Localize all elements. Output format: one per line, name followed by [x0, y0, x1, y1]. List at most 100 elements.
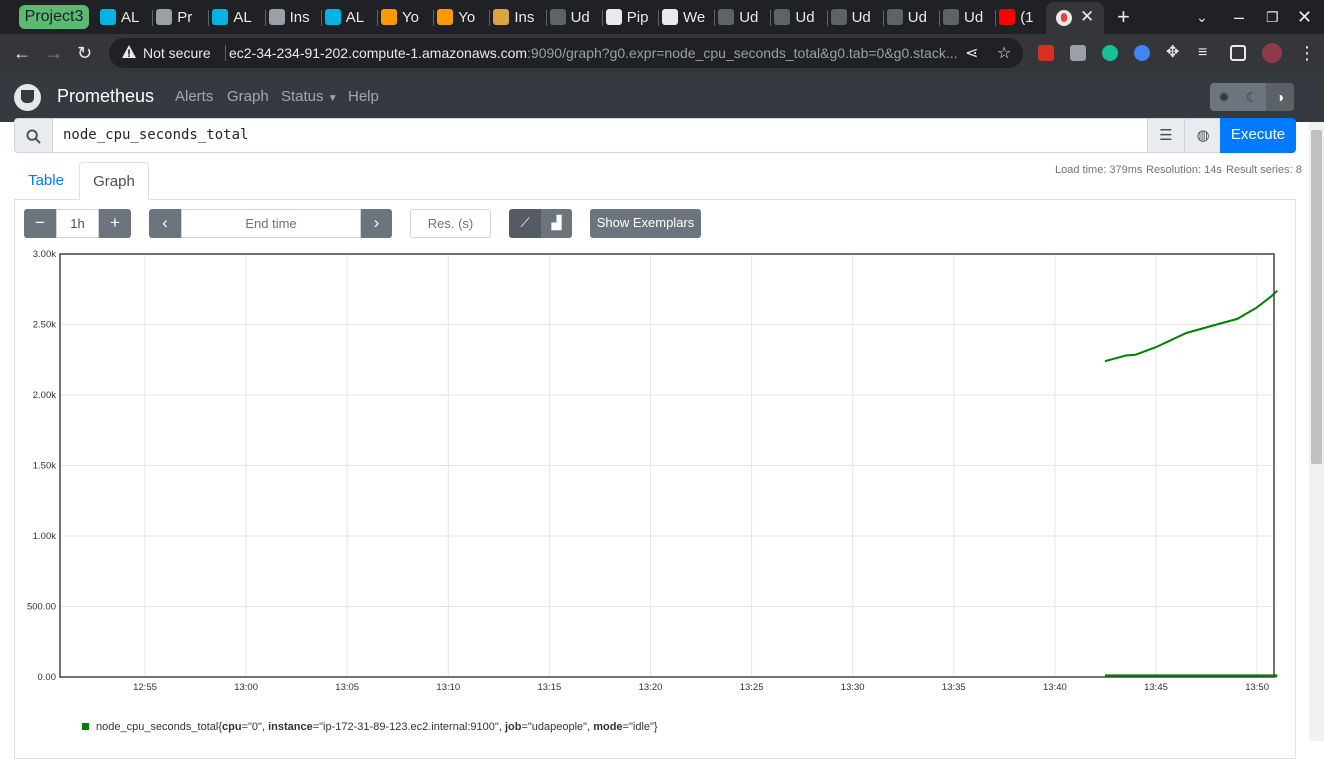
stacked-graph-icon[interactable]: ▟	[541, 209, 572, 238]
nav-alerts[interactable]: Alerts	[175, 88, 214, 105]
browser-tab[interactable]: (1	[999, 5, 1049, 29]
nav-status-label: Status	[281, 88, 324, 105]
tab-search-icon[interactable]: ⌄	[1196, 9, 1208, 25]
browser-tab-strip: Project3 AL Pr AL Ins AL Yo Yo Ins Ud Pip We Ud Ud Ud…	[0, 0, 1324, 34]
range-input[interactable]: 1h	[56, 209, 99, 238]
bookmark-star-icon[interactable]: ☆	[997, 45, 1012, 62]
show-exemplars-button[interactable]: Show Exemplars	[590, 209, 701, 238]
browser-tab[interactable]: Yo	[381, 5, 431, 29]
browser-tab[interactable]: Ud	[886, 5, 937, 29]
address-bar[interactable]: Not secure ec2-34-234-91-202.compute-1.a…	[109, 38, 1023, 68]
x-tick-label: 13:05	[335, 682, 359, 693]
close-tab-icon[interactable]: ✕	[1080, 7, 1095, 26]
end-time-input[interactable]: End time	[181, 209, 361, 238]
extension-grey-icon[interactable]	[1070, 45, 1086, 61]
y-tick-label: 1.50k	[33, 461, 56, 472]
graph-chart[interactable]: 0.00 500.00 1.00k 1.50k 2.00k 2.50k 3.00k 12:5…	[0, 240, 1300, 705]
prometheus-navbar: Prometheus Alerts Graph Status ▼ Help ✹ …	[0, 72, 1324, 122]
decrease-range-button[interactable]: −	[24, 209, 56, 238]
new-tab-icon[interactable]: +	[1117, 4, 1130, 29]
browser-tab-label: AL	[121, 8, 140, 26]
nav-status[interactable]: Status ▼	[281, 88, 338, 105]
expression-input[interactable]: node_cpu_seconds_total	[52, 118, 1148, 153]
resolution-input[interactable]: Res. (s)	[410, 209, 491, 238]
browser-tab-label: Yo	[402, 8, 419, 26]
y-tick-label: 2.50k	[33, 320, 56, 331]
execute-button[interactable]: Execute	[1220, 118, 1296, 153]
tab-table[interactable]: Table	[28, 172, 64, 189]
brand-title[interactable]: Prometheus	[57, 86, 155, 106]
active-browser-tab[interactable]: ✕	[1046, 2, 1104, 34]
share-icon[interactable]: ⋖	[965, 45, 979, 62]
browser-tab[interactable]: Ud	[549, 5, 600, 29]
tab-graph[interactable]: Graph	[79, 162, 149, 200]
forward-icon[interactable]: →	[45, 43, 63, 63]
browser-tab[interactable]: AL	[100, 5, 150, 29]
increase-range-button[interactable]: +	[99, 209, 131, 238]
legend-metric: node_cpu_seconds_total	[96, 721, 219, 733]
nav-help[interactable]: Help	[348, 88, 379, 105]
browser-tab[interactable]: Pr	[156, 5, 206, 29]
restore-icon[interactable]: ❐	[1266, 9, 1279, 25]
light-theme-icon[interactable]: ✹	[1218, 89, 1230, 105]
browser-tab[interactable]: AL	[324, 5, 375, 29]
reload-icon[interactable]: ↻	[77, 43, 93, 63]
extension-blue-icon[interactable]	[1134, 45, 1150, 61]
side-panel-icon[interactable]	[1230, 45, 1246, 61]
format-expression-icon[interactable]: ☰	[1148, 118, 1185, 153]
extensions-puzzle-icon[interactable]: ✥	[1166, 44, 1180, 61]
next-time-icon[interactable]: ›	[361, 209, 392, 238]
previous-time-icon[interactable]: ‹	[149, 209, 181, 238]
box-icon	[493, 9, 510, 25]
chart-grid	[60, 253, 1274, 678]
chart-frame	[59, 253, 1275, 678]
legend-label-value: "ip-172-31-89-123.ec2.internal:9100"	[319, 721, 499, 733]
x-tick-label: 13:45	[1144, 682, 1168, 693]
unstacked-graph-icon[interactable]: ⟋	[509, 209, 541, 238]
tab-group-label[interactable]: Project3	[19, 5, 89, 29]
browser-tab[interactable]: Ins	[268, 5, 319, 29]
url-text[interactable]: ec2-34-234-91-202.compute-1.amazonaws.co…	[229, 45, 959, 61]
tab-separator	[601, 10, 603, 26]
browser-tab[interactable]: Yo	[437, 5, 487, 29]
browser-tab-label: Pr	[177, 8, 193, 26]
search-icon	[26, 129, 41, 144]
legend-item[interactable]: node_cpu_seconds_total{cpu="0", instance…	[82, 721, 658, 733]
browser-tab-label: Ud	[739, 8, 759, 26]
legend-label-value: "udapeople"	[527, 721, 588, 733]
browser-tab[interactable]: Ud	[718, 5, 768, 29]
back-icon[interactable]: ←	[13, 43, 31, 63]
prometheus-logo-icon[interactable]	[14, 84, 41, 111]
youtube-icon	[999, 9, 1016, 25]
tab-separator	[264, 10, 266, 26]
reading-list-icon[interactable]: ≡	[1198, 44, 1208, 61]
result-series-stat: Result series: 8	[1226, 164, 1302, 176]
browser-tab[interactable]: Pip	[605, 5, 656, 29]
browser-theme-icon[interactable]: ◑	[1266, 83, 1294, 111]
globe-icon	[662, 9, 678, 25]
chrome-menu-icon[interactable]: ⋮	[1298, 43, 1316, 63]
y-tick-label: 500.00	[27, 602, 56, 613]
extension-red-icon[interactable]	[1038, 45, 1054, 61]
minimize-icon[interactable]: –	[1234, 7, 1245, 27]
grammarly-icon[interactable]	[1102, 45, 1118, 61]
tab-separator	[489, 10, 491, 26]
scrollbar-thumb[interactable]	[1311, 130, 1322, 464]
x-tick-label: 13:40	[1043, 682, 1067, 693]
metrics-explorer-icon[interactable]: ◍	[1185, 118, 1222, 153]
browser-tab[interactable]: Ud	[774, 5, 824, 29]
browser-tab-label: Ud	[907, 8, 927, 26]
browser-tab[interactable]: Ud	[830, 5, 881, 29]
tab-separator	[377, 10, 378, 26]
browser-tab[interactable]: Ud	[943, 5, 993, 29]
profile-avatar[interactable]	[1262, 43, 1282, 63]
dark-theme-icon[interactable]: ☾	[1245, 89, 1259, 105]
nav-graph[interactable]: Graph	[227, 88, 269, 105]
browser-tab[interactable]: We	[662, 5, 712, 29]
browser-tab[interactable]: AL	[212, 5, 262, 29]
browser-tab[interactable]: Ins	[493, 5, 543, 29]
window-close-icon[interactable]: ✕	[1297, 7, 1313, 27]
security-label[interactable]: Not secure	[143, 45, 211, 61]
caret-down-icon: ▼	[327, 93, 338, 104]
x-tick-label: 13:35	[942, 682, 966, 693]
